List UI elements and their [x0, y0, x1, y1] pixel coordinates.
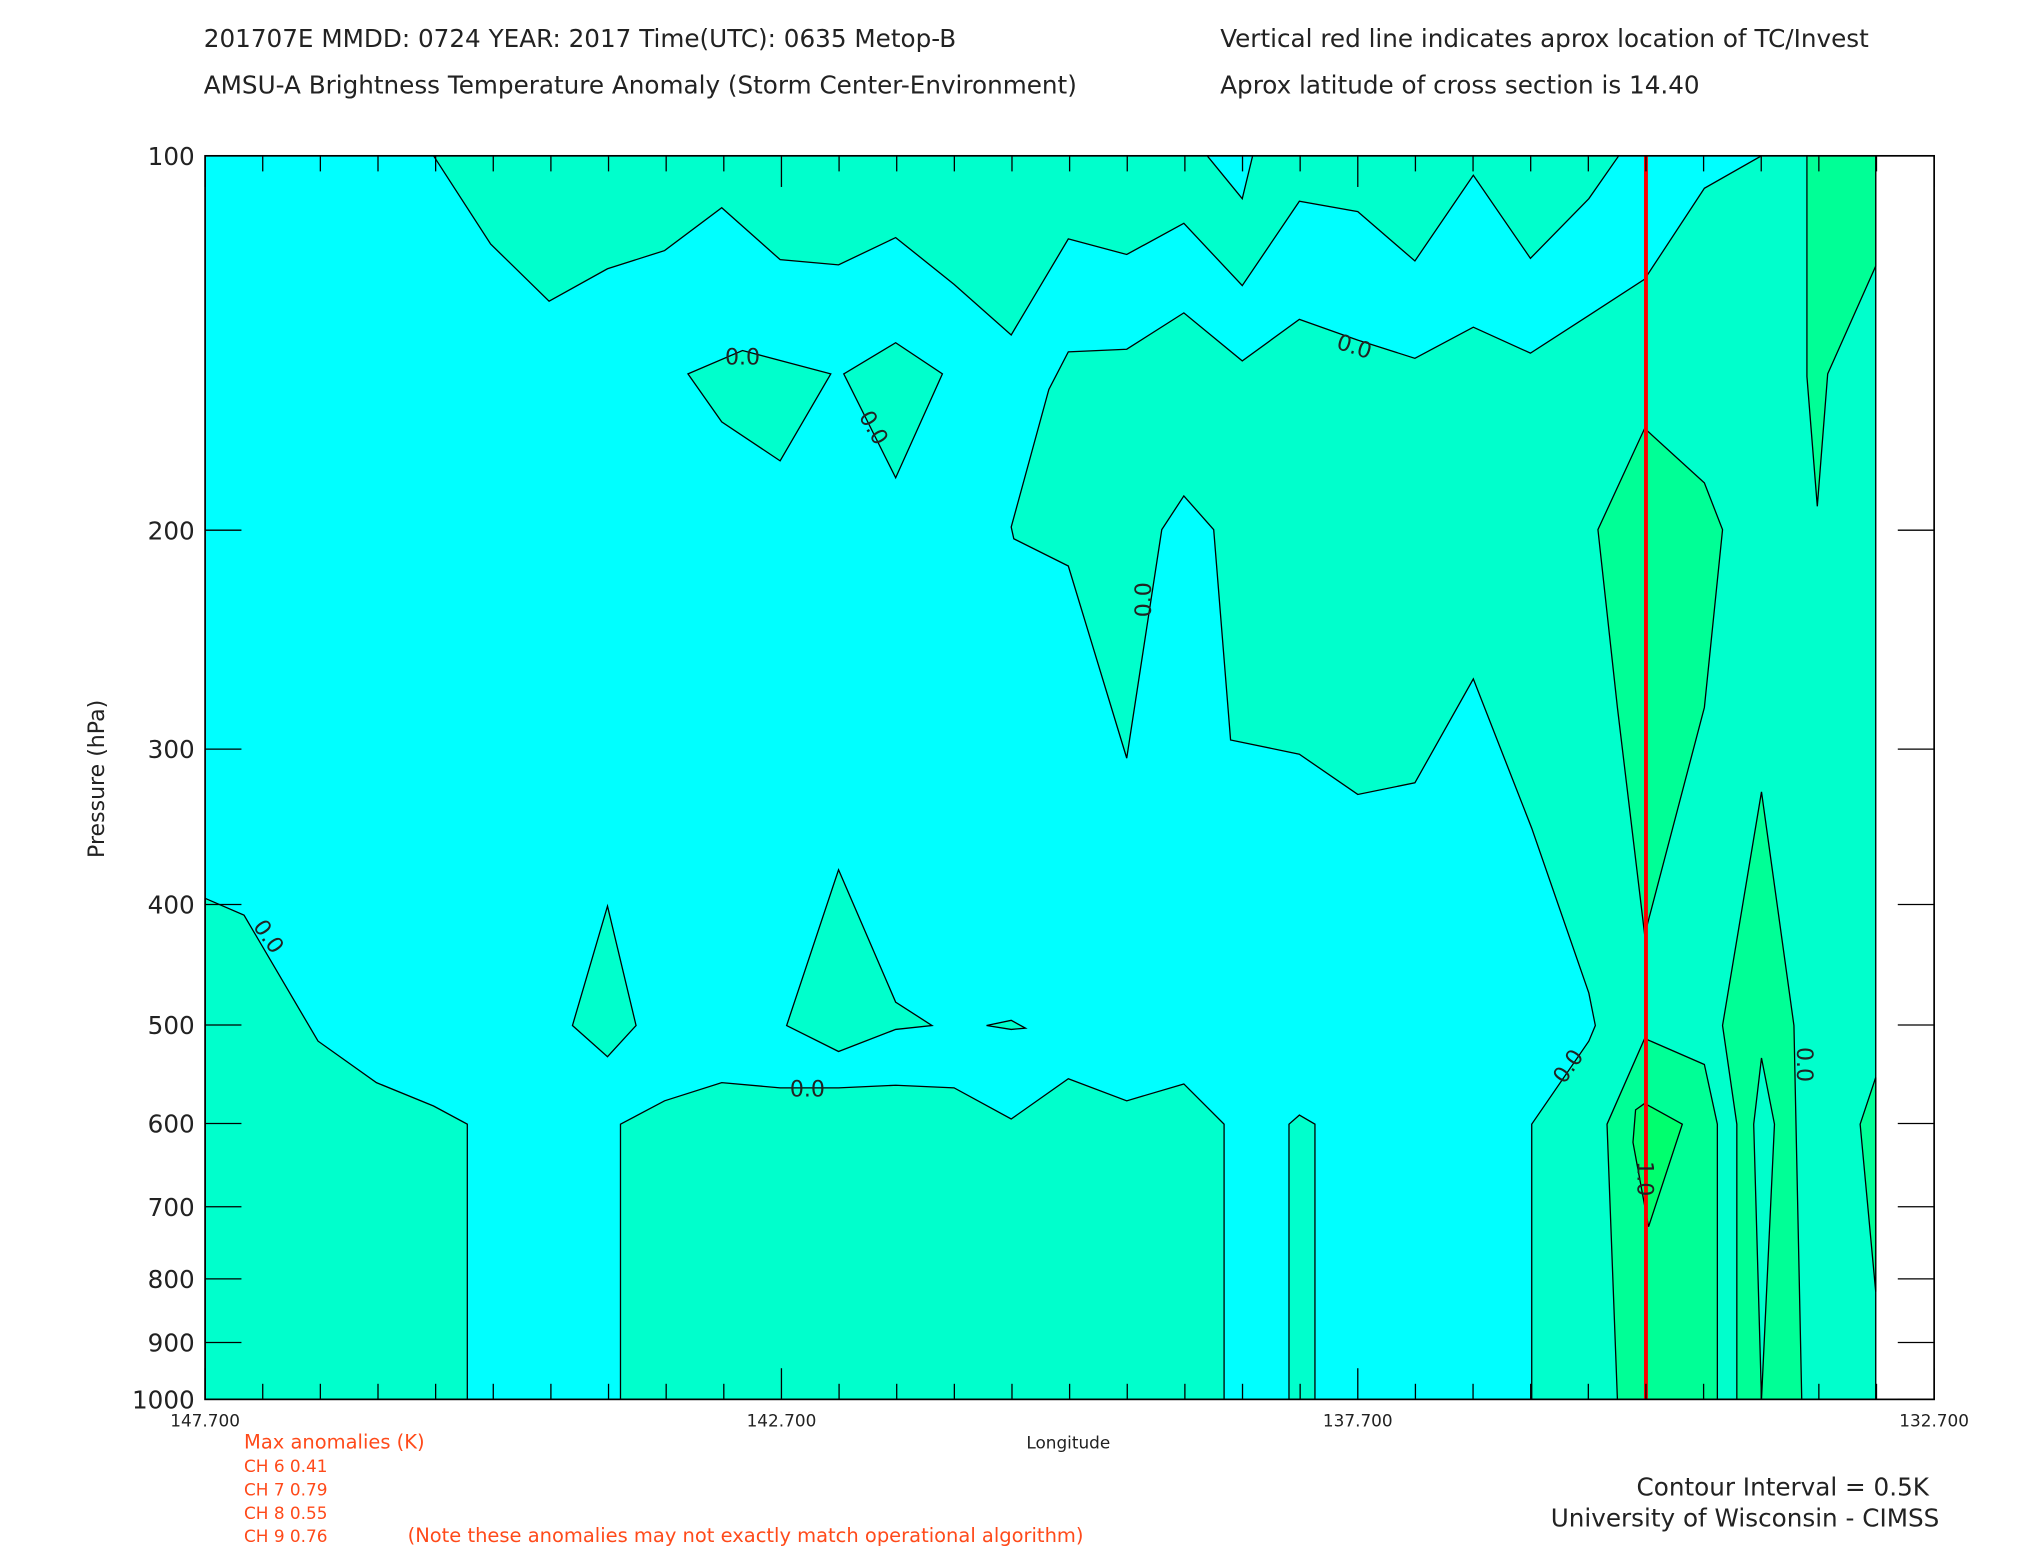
- y-tick-label: 300: [148, 735, 195, 764]
- contour-interval: Contour Interval = 0.5K: [1637, 1472, 1930, 1501]
- x-tick-label: 137.700: [1323, 1411, 1393, 1431]
- max-anomaly-ch6: CH 6 0.41: [244, 1456, 327, 1476]
- plot-area: [204, 155, 1877, 1401]
- header-line1-left: 201707E MMDD: 0724 YEAR: 2017 Time(UTC):…: [204, 24, 956, 53]
- contour-fill-0.5-to-1.0: [1597, 427, 1724, 935]
- header-line2-right: Aprox latitude of cross section is 14.40: [1220, 71, 1699, 100]
- contour-label: 0.0: [790, 1077, 825, 1102]
- y-tick-label: 400: [148, 891, 195, 920]
- contour-label: 0.0: [1791, 1047, 1816, 1082]
- max-anomaly-ch8: CH 8 0.55: [244, 1503, 327, 1523]
- contour-label: 0.0: [725, 345, 760, 370]
- anomaly-note: (Note these anomalies may not exactly ma…: [408, 1524, 1084, 1547]
- y-tick-label: 900: [148, 1329, 195, 1358]
- y-tick-label: 500: [148, 1011, 195, 1040]
- max-anomaly-ch9: CH 9 0.76: [244, 1526, 327, 1546]
- x-axis-label: Longitude: [1026, 1433, 1110, 1453]
- contour-fill-0.5-to-1.0: [1606, 1037, 1719, 1401]
- y-tick-label: 800: [148, 1265, 195, 1294]
- contour-fill-0-to-0.5: [785, 867, 934, 1053]
- y-tick-label: 200: [148, 516, 195, 545]
- contour-fill-0-to-0.5: [619, 1078, 1225, 1401]
- y-axis-label: Pressure (hPa): [85, 700, 110, 858]
- y-tick-label: 100: [148, 142, 195, 171]
- contour-fill-0.5-to-1.0: [1859, 1077, 1877, 1292]
- contour-fill-0-to-0.5: [1288, 1114, 1316, 1401]
- contour-fill-0-to-0.5: [1753, 1057, 1776, 1400]
- x-tick-label: 147.700: [170, 1411, 240, 1431]
- credit: University of Wisconsin - CIMSS: [1551, 1504, 1940, 1533]
- axes: 147.700 142.700 137.700 132.700 100 200 300 400…: [132, 142, 1969, 1431]
- header-line1-right: Vertical red line indicates aprox locati…: [1220, 24, 1869, 53]
- contour-fill-0-to-0.5: [432, 155, 1620, 336]
- contour-label: 0.0: [1132, 582, 1157, 617]
- max-anomalies-title: Max anomalies (K): [244, 1431, 425, 1454]
- x-tick-label: 132.700: [1899, 1411, 1969, 1431]
- x-tick-label: 142.700: [747, 1411, 817, 1431]
- y-tick-label: 600: [148, 1110, 195, 1139]
- contour-label: 1.0: [1631, 1161, 1656, 1196]
- contour-fill-0-to-0.5: [571, 903, 637, 1058]
- contour-fill-0-to-0.5: [842, 341, 944, 480]
- contour-fill-0-to-0.5: [986, 1019, 1028, 1031]
- y-tick-label: 700: [148, 1193, 195, 1222]
- header-line2-left: AMSU-A Brightness Temperature Anomaly (S…: [204, 71, 1077, 100]
- max-anomaly-ch7: CH 7 0.79: [244, 1479, 327, 1499]
- contour-fill-0-to-0.5: [686, 349, 832, 462]
- y-tick-label: 1000: [132, 1385, 195, 1414]
